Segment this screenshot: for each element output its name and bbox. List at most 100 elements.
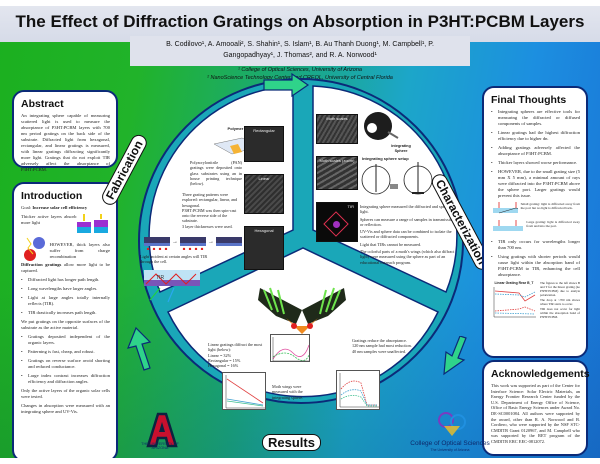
diffraction-efficiency-chart: [222, 372, 266, 410]
acknowledgements-text: This work was supported as part of the C…: [491, 383, 580, 444]
diffraction-bold: Diffraction gratings: [21, 262, 62, 267]
sphere-label: Integrating Sphere: [391, 144, 411, 154]
opposite-text: We put gratings on the opposite surfaces…: [21, 319, 110, 330]
introduction-heading: Introduction: [21, 190, 83, 202]
poster-title: The Effect of Diffraction Gratings on Ab…: [15, 12, 585, 31]
small-grating-diagram: [493, 202, 518, 214]
acknowledgements-heading: Acknowledgements: [491, 368, 590, 380]
diffraction-rest: allow more light to be captured.: [21, 262, 110, 273]
image-caption: Moth scales (zoom): [319, 158, 355, 163]
list-item: Linear gratings had the highest diffract…: [491, 130, 580, 142]
chart-caption-1: The figures to the left shows B and T fo…: [540, 281, 580, 297]
list-item: 3 layer thicknesses were used.: [182, 223, 233, 229]
fabrication-bullets: Three grating patterns were explored: re…: [182, 192, 244, 229]
university-of-arizona-name: THE UNIVERSITY OF ARIZONA: [141, 442, 179, 451]
list-item: Long wavelengths have larger angles.: [21, 286, 110, 292]
polymer-grating-label: Polymer grating: [227, 126, 258, 131]
chart-title: Linear Grating Rear B_T: [494, 281, 534, 285]
linear-grating-chart: Linear Grating Rear B_T: [491, 281, 537, 324]
image-caption: TIR: [347, 204, 354, 209]
list-item: HOWEVER, due to the small grating size (…: [491, 169, 580, 199]
tir-text: Light incident at certain angles will TI…: [140, 254, 208, 265]
authors-line-2: Gangopadhyay¹, J. Thomas², and R. A. Nor…: [223, 52, 377, 59]
moth-reflectance-chart: [270, 334, 310, 362]
introduction-panel: Introduction Goal: Increase solar cell e…: [12, 182, 118, 458]
chart-caption-3: TIR does not occur for light within the …: [540, 307, 580, 319]
image-caption: Moth scales: [326, 116, 348, 121]
list-item: Light at large angles totally internally…: [21, 295, 110, 307]
linear-grating-plot: [493, 287, 536, 318]
list-item: Light that TIRs cannot be measured.: [360, 241, 422, 247]
characterization-bullets: Integrating sphere measured the diffract…: [360, 204, 456, 265]
moth-image: [258, 287, 346, 334]
thicker-row: Thicker active layers absorb more light: [21, 214, 110, 236]
list-item: Integrating sphere measured the diffract…: [360, 204, 453, 215]
results-bullets-left: Linear gratings diffract the most light …: [208, 342, 266, 368]
list-item: Large index contrast increases diffracti…: [21, 373, 110, 385]
arrow-characterization-to-results-icon: [443, 336, 467, 376]
image-caption: Linear: [258, 176, 270, 181]
sphere-setup-diagram: [361, 162, 433, 195]
list-item: Linear gratings diffract the most light …: [208, 342, 263, 353]
college-of-optical-sciences-logo-icon: [438, 412, 466, 436]
list-item: Gratings reduce the absorptance.: [352, 338, 407, 343]
list-item: Rectangular = 15%: [208, 357, 241, 363]
intro-bullets-2: Gratings deposited independent of the or…: [21, 334, 110, 385]
small-grating-caption: Small grating: light is diffracted away …: [520, 202, 580, 211]
cos-name: College of Optical Sciences: [410, 440, 490, 447]
intro-bullets-1: Diffracted light has longer path length.…: [21, 277, 110, 316]
printing-process-diagram: → →: [144, 237, 242, 250]
linear-grating-chart-row: Linear Grating Rear B_T The figures to t…: [491, 281, 580, 324]
abstract-heading: Abstract: [21, 98, 64, 110]
integrating-sphere-photo: [364, 112, 399, 140]
list-item: Three grating patterns were explored: re…: [182, 192, 238, 208]
image-caption: Rectangular: [253, 128, 275, 133]
acknowledgements-panel: Acknowledgements This work was supported…: [482, 360, 590, 456]
goal-label: Goal:: [21, 205, 32, 210]
list-item: TIR drastically increases path length.: [21, 310, 110, 316]
large-grating-diagram: [493, 220, 524, 231]
recombination-row: HOWEVER, thick layers also suffer from c…: [21, 236, 110, 262]
abstract-text: An integrating sphere capable of measuri…: [21, 113, 110, 172]
linear-grating-image: Linear: [244, 174, 284, 214]
svg-text:→: →: [172, 239, 178, 245]
affiliation-1: ¹ College of Optical Sciences, Universit…: [238, 67, 362, 73]
authors-box: B. Codilovo¹, A. Amooali², S. Shahin¹, S…: [130, 36, 470, 66]
moth-scales-zoom-image: Moth scales (zoom): [316, 156, 358, 190]
small-grating-row: Small grating: light is diffracted away …: [491, 202, 580, 218]
fabrication-text: Polyacrylonitrile (PAN) gratings were de…: [190, 160, 242, 187]
arrow-results-to-fabrication-icon: [127, 326, 152, 371]
list-item: The colorful parts of a moth's wings (wh…: [360, 249, 455, 265]
list-item: Spheres can measure a range of samples i…: [360, 216, 454, 227]
list-item: Using gratings with shorter periods woul…: [491, 254, 580, 278]
list-item: Integrating spheres are effective tools …: [491, 109, 580, 127]
university-of-arizona-logo-icon: [146, 412, 178, 448]
arrow-fabrication-to-characterization-icon: [263, 72, 310, 98]
final-thoughts-panel: Final Thoughts Integrating spheres are e…: [482, 86, 588, 358]
list-item: 120 nm sample had most reduction.: [352, 343, 412, 349]
results-mid-text: Moth wings were measured with the integr…: [272, 384, 304, 400]
charge-recombination-icon: [24, 237, 45, 261]
college-of-optical-sciences-name: College of Optical Sciences The Universi…: [400, 440, 500, 454]
final-bullets-2: TIR only occurs for wavelengths longer t…: [491, 239, 580, 278]
rectangular-grating-image: Rectangular: [244, 126, 284, 162]
authors-line-1: B. Codilovo¹, A. Amooali², S. Shahin¹, S…: [166, 41, 434, 48]
moth-scales-image: Moth scales: [316, 114, 358, 144]
list-item: Gratings deposited independent of the or…: [21, 334, 110, 346]
goal-text: Increase solar cell efficiency: [32, 205, 88, 210]
final-thoughts-heading: Final Thoughts: [491, 94, 567, 106]
list-item: Gratings on reverse surface avoid shorti…: [21, 358, 110, 370]
layer-absorption-icon: [77, 214, 109, 233]
list-item: Linear = 32%: [208, 352, 232, 358]
poster-background: The Effect of Diffraction Gratings on Ab…: [0, 6, 600, 458]
list-item: Patterning is fast, cheap, and robust.: [21, 349, 110, 355]
list-item: 40 nm samples were unaffected.: [352, 348, 406, 354]
changes-text: Changes in absorption were measured with…: [21, 403, 110, 414]
list-item: UV-Vis and sphere data can be combined t…: [360, 229, 452, 240]
list-item: Hexagonal = 16%: [208, 363, 239, 369]
absorptance-chart: [336, 370, 380, 410]
chart-captions: The figures to the left shows B and T fo…: [540, 281, 580, 324]
svg-text:TIR: TIR: [156, 275, 164, 281]
diffraction-text: Diffraction gratings allow more light to…: [21, 262, 110, 274]
only-active-text: Only the active layers of the organic so…: [21, 388, 110, 399]
